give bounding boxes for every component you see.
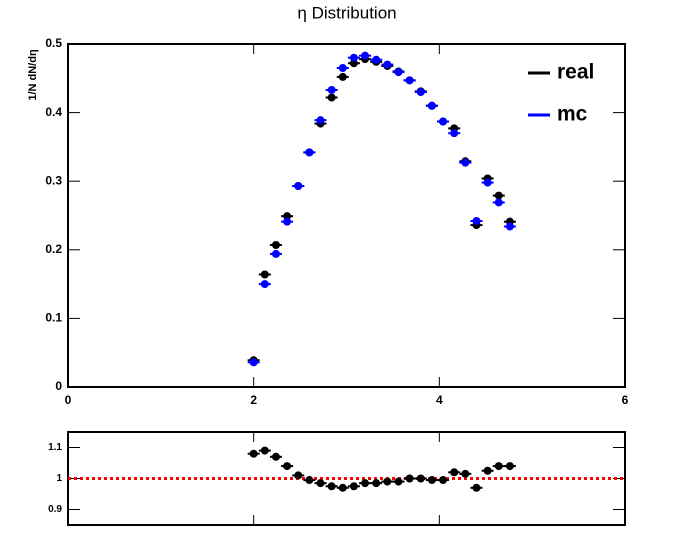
data-point: [405, 474, 414, 483]
data-point: [483, 466, 492, 475]
data-point: [316, 116, 325, 125]
data-point: [383, 60, 392, 69]
data-point: [349, 53, 358, 62]
y-tick-label: 0.9: [48, 504, 62, 515]
y-tick-label: 0.1: [45, 311, 62, 325]
data-point: [283, 462, 292, 471]
data-point: [249, 358, 258, 367]
data-point: [349, 482, 358, 491]
data-point: [305, 476, 314, 485]
data-point: [260, 280, 269, 289]
data-point: [505, 462, 514, 471]
data-point: [472, 483, 481, 492]
y-tick-label: 0.2: [45, 242, 62, 256]
data-point: [372, 55, 381, 64]
data-point: [450, 468, 459, 477]
y-tick-label: 0.4: [45, 105, 62, 119]
y-tick-label: 0: [55, 379, 62, 393]
x-tick-label: 0: [65, 393, 72, 407]
data-point: [405, 76, 414, 85]
legend-label: real: [557, 61, 594, 84]
data-point: [316, 479, 325, 488]
plot-frame: [67, 43, 626, 388]
data-point: [327, 93, 336, 102]
y-tick-label: 0.3: [45, 173, 62, 187]
data-point: [450, 129, 459, 138]
data-point: [249, 449, 258, 458]
x-tick-label: 4: [436, 393, 443, 407]
data-point: [461, 469, 470, 478]
data-point: [294, 471, 303, 480]
x-tick-label: 6: [622, 393, 629, 407]
data-point: [461, 158, 470, 167]
data-point: [494, 462, 503, 471]
data-point: [349, 59, 358, 68]
y-axis-label: 1/N dN/dη: [27, 49, 39, 101]
data-point: [283, 212, 292, 221]
data-point: [427, 476, 436, 485]
data-point: [338, 64, 347, 73]
data-point: [305, 148, 314, 157]
data-point: [361, 479, 370, 488]
data-point: [483, 178, 492, 187]
data-point: [394, 477, 403, 486]
data-point: [494, 191, 503, 200]
data-point: [372, 479, 381, 488]
data-point: [494, 198, 503, 207]
data-point: [294, 182, 303, 191]
data-point: [505, 222, 514, 231]
data-point: [260, 446, 269, 455]
data-point: [383, 477, 392, 486]
data-point: [260, 270, 269, 279]
data-point: [271, 452, 280, 461]
data-point: [472, 216, 481, 225]
x-tick-label: 2: [250, 393, 257, 407]
y-tick-label: 0.5: [45, 36, 62, 50]
data-point: [338, 72, 347, 81]
y-tick-label: 1: [56, 473, 62, 484]
data-point: [271, 240, 280, 249]
data-point: [394, 68, 403, 77]
legend-label: mc: [557, 103, 588, 126]
data-point: [283, 217, 292, 226]
y-tick-label: 1.1: [48, 442, 62, 453]
data-point: [416, 474, 425, 483]
data-point: [439, 117, 448, 126]
chart-title: η Distribution: [297, 3, 396, 22]
data-point: [361, 51, 370, 60]
data-point: [338, 483, 347, 492]
data-point: [427, 101, 436, 110]
data-point: [439, 476, 448, 485]
data-point: [327, 85, 336, 94]
data-point: [416, 88, 425, 97]
data-point: [271, 249, 280, 258]
data-point: [327, 482, 336, 491]
